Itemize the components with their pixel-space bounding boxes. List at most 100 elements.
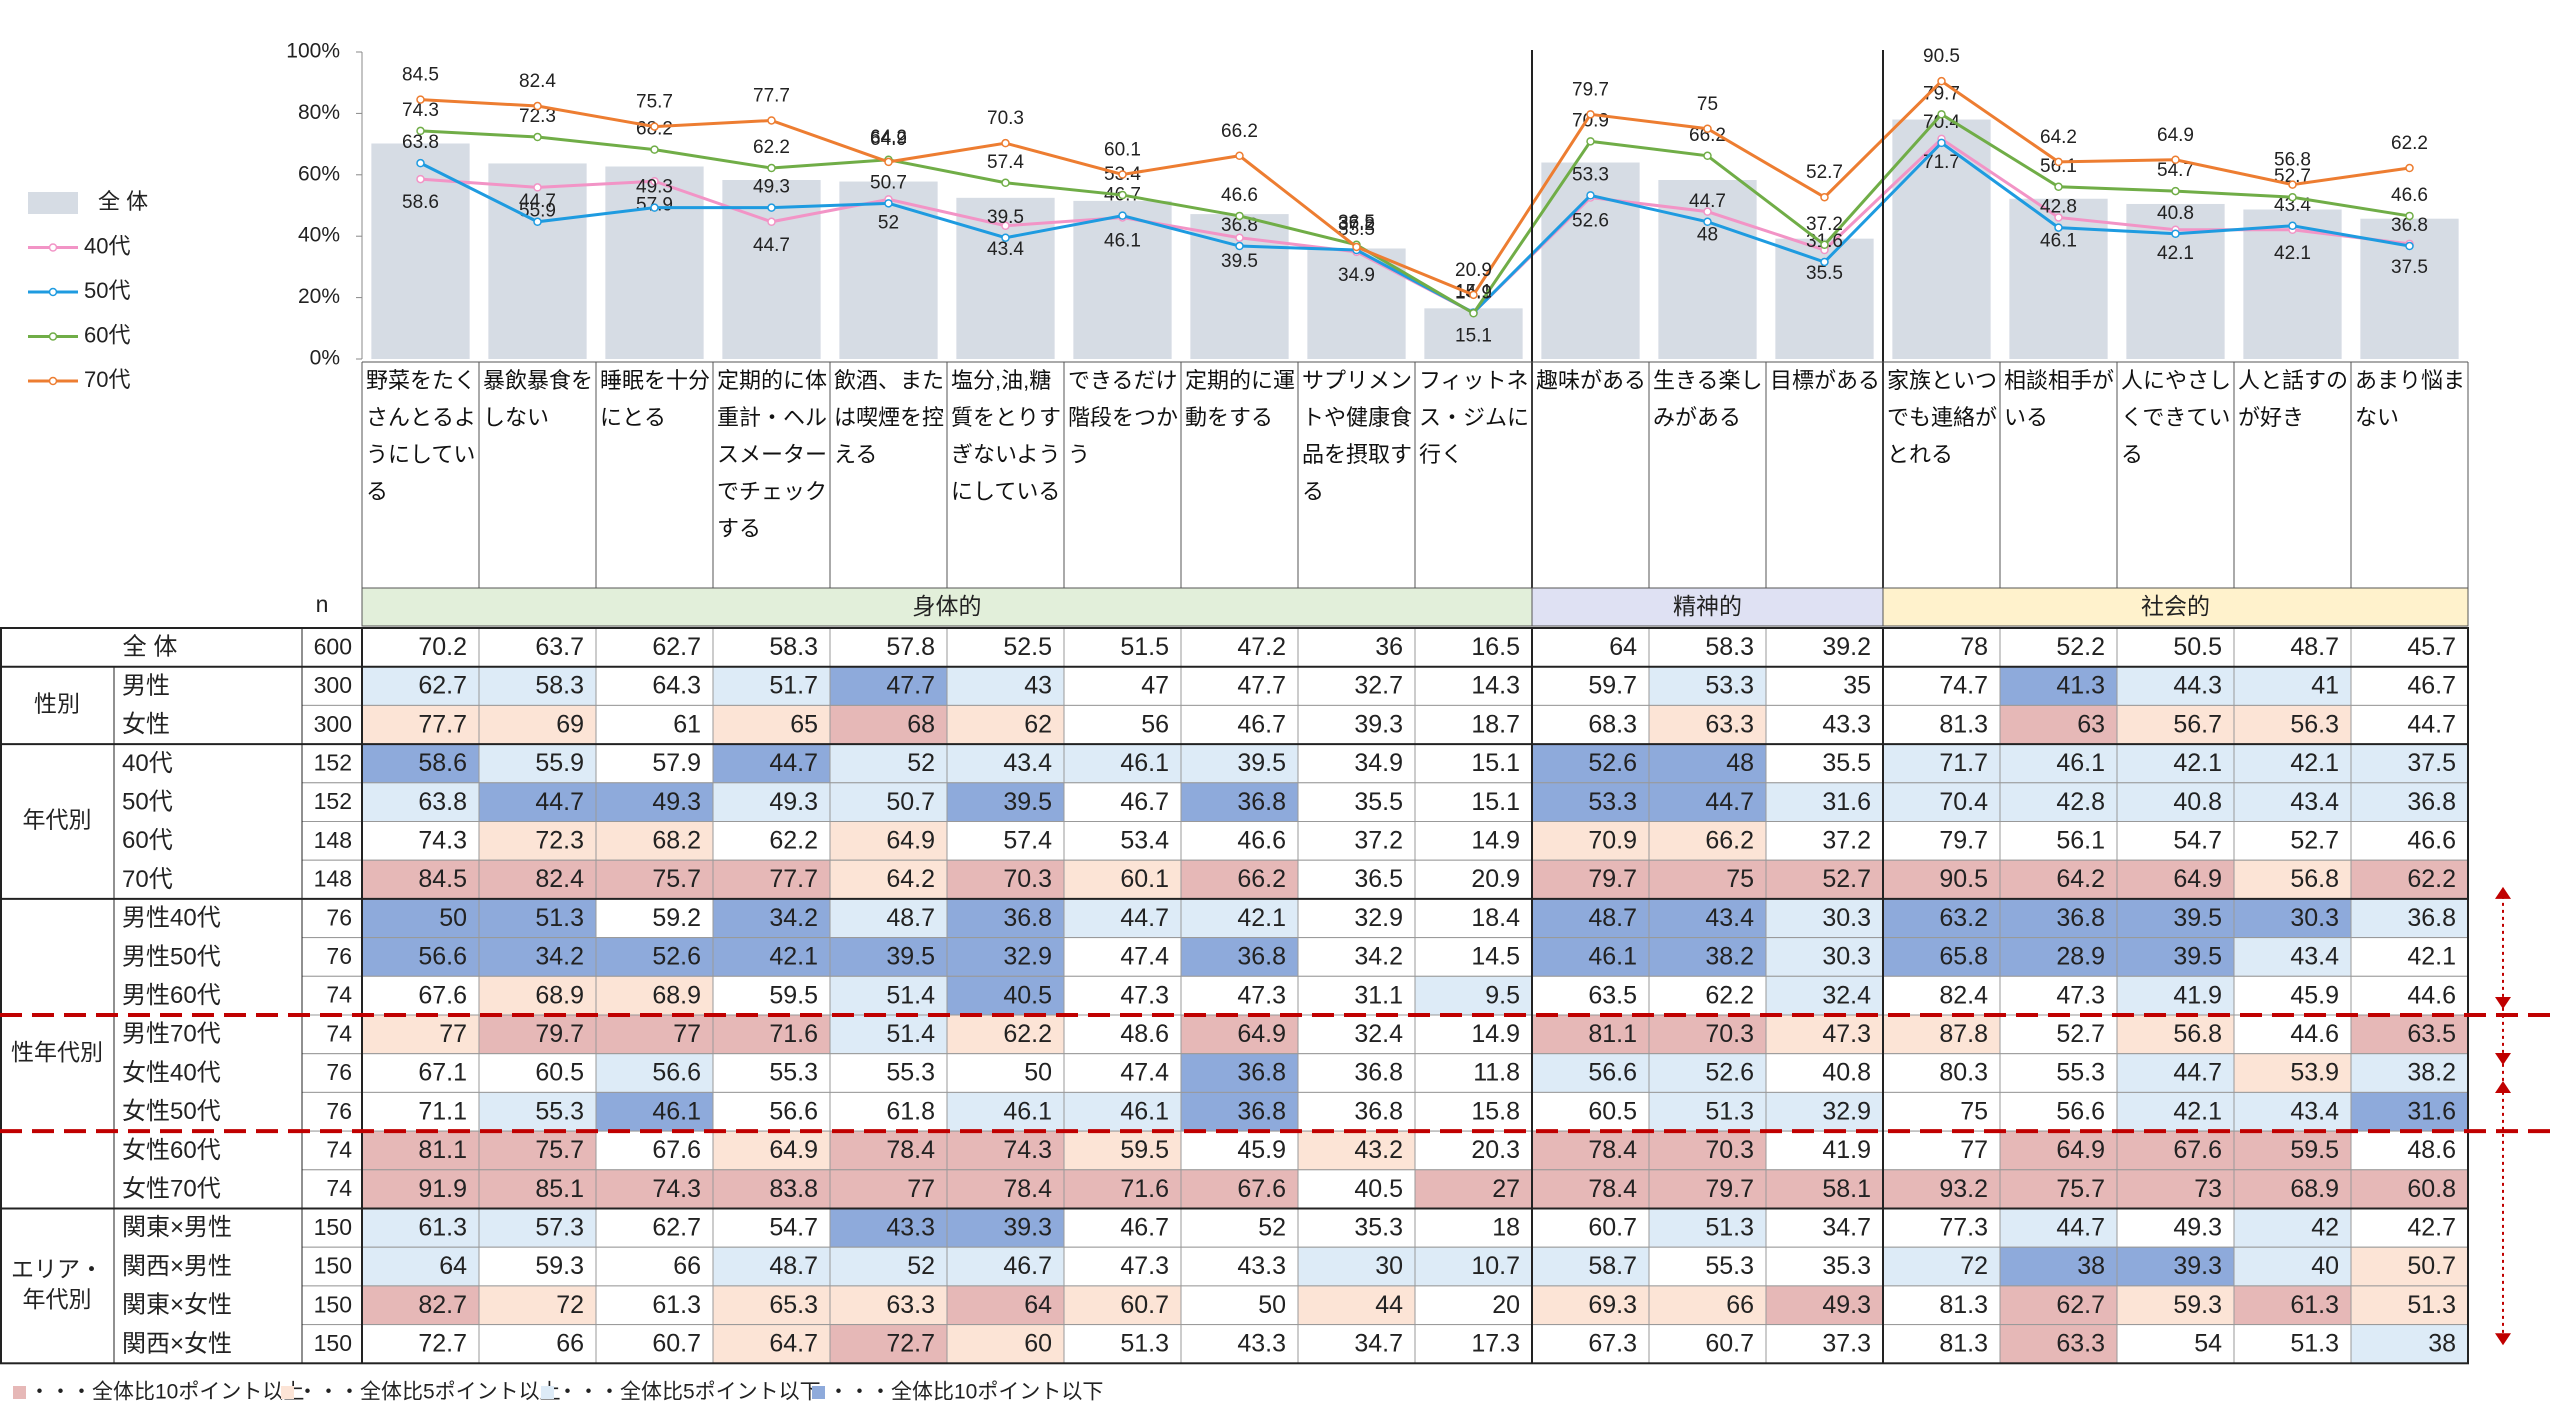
data-label: 53.3 xyxy=(1572,164,1609,185)
cell-value: 42.1 xyxy=(2173,749,2222,777)
line-marker xyxy=(2054,213,2063,222)
cell xyxy=(2233,1169,2352,1210)
row-label: 男性40代 xyxy=(122,905,221,932)
cell-value: 48.7 xyxy=(886,904,935,932)
cell-value: 36.8 xyxy=(1354,1097,1403,1125)
line-marker xyxy=(1118,170,1127,179)
line-marker xyxy=(1937,76,1946,86)
cell-value: 47.4 xyxy=(1120,1059,1169,1087)
line-marker xyxy=(1586,110,1595,119)
data-label: 49.3 xyxy=(753,177,790,198)
cell-value: 36.8 xyxy=(1237,943,1286,971)
cell-value: 67.6 xyxy=(2173,1136,2222,1164)
data-label: 37.5 xyxy=(2391,257,2428,278)
cell-value: 47.3 xyxy=(1822,1020,1871,1048)
cell xyxy=(1180,1324,1299,1364)
line-marker xyxy=(533,101,542,111)
group-header xyxy=(1882,587,2469,627)
cell-value: 64 xyxy=(439,1252,467,1280)
cell-value: 64.9 xyxy=(2056,1136,2105,1164)
cell xyxy=(1531,1014,1650,1055)
cell xyxy=(1882,1169,2001,1210)
data-label: 63.8 xyxy=(402,132,439,153)
cell xyxy=(1765,627,1884,668)
cell-value: 72.3 xyxy=(535,826,584,854)
cell-value: 57.4 xyxy=(1003,826,1052,854)
cell-value: 71.7 xyxy=(1939,749,1988,777)
line-marker xyxy=(416,158,425,168)
cell xyxy=(712,1208,831,1248)
row-label: 女性 xyxy=(122,711,170,738)
cell-value: 64.2 xyxy=(2056,865,2105,893)
x-tick-label: 飲酒、または喫煙を控える xyxy=(834,368,945,467)
cell-value: 36.5 xyxy=(1354,865,1403,893)
cell xyxy=(712,859,831,900)
cell xyxy=(1765,859,1884,900)
data-label: 44.7 xyxy=(753,235,790,256)
cell-value: 71.6 xyxy=(1120,1175,1169,1203)
cell-value: 18 xyxy=(1492,1213,1520,1241)
cell xyxy=(1882,1053,2001,1093)
cell xyxy=(1180,1130,1299,1171)
cell-value: 59.5 xyxy=(1120,1136,1169,1164)
data-label: 66.2 xyxy=(1689,125,1726,146)
line-marker xyxy=(1820,257,1829,267)
cell-value: 64 xyxy=(1024,1291,1052,1319)
legend-label: ・・・全体比5ポイント以上 xyxy=(297,1381,561,1404)
data-label: 48 xyxy=(1697,225,1718,246)
data-label: 57.4 xyxy=(987,152,1024,173)
data-label: 74.3 xyxy=(402,100,439,121)
n-value: 300 xyxy=(314,711,352,737)
cell-value: 34.2 xyxy=(535,943,584,971)
cell-value: 37.2 xyxy=(1822,826,1871,854)
cell xyxy=(2350,1130,2469,1171)
cell xyxy=(1414,898,1533,939)
cell-value: 53.3 xyxy=(1705,672,1754,700)
line-marker xyxy=(2405,163,2414,173)
legend-label: ・・・全体比5ポイント以下 xyxy=(557,1381,821,1404)
cell-value: 30.3 xyxy=(1822,904,1871,932)
cell xyxy=(1882,1091,2001,1132)
cell-value: 40.8 xyxy=(2173,788,2222,816)
cell-value: 63.2 xyxy=(1939,904,1988,932)
cell xyxy=(1648,1053,1767,1093)
cell-value: 30.3 xyxy=(1822,943,1871,971)
cell-value: 47.7 xyxy=(1237,672,1286,700)
cell-value: 42.8 xyxy=(2056,788,2105,816)
cell xyxy=(1063,1324,1182,1364)
cell-value: 68.9 xyxy=(652,981,701,1009)
cell-value: 52 xyxy=(1258,1213,1286,1241)
group-header xyxy=(1531,587,1884,627)
cell xyxy=(1531,1130,1650,1171)
line-marker xyxy=(2288,221,2297,231)
section-label: エリア・年代別 xyxy=(11,1256,103,1312)
cell-value: 68 xyxy=(907,710,935,738)
data-label: 43.4 xyxy=(987,239,1024,260)
data-label: 58.6 xyxy=(402,192,439,213)
cell-value: 58.3 xyxy=(769,633,818,661)
cell-value: 46.6 xyxy=(1237,826,1286,854)
cell xyxy=(595,704,714,745)
cell-value: 67.1 xyxy=(418,1059,467,1087)
cell-value: 41.9 xyxy=(1822,1136,1871,1164)
cell xyxy=(478,1324,597,1364)
legend-label: 40代 xyxy=(84,233,130,258)
data-label: 40.8 xyxy=(2157,203,2194,224)
cell-value: 35 xyxy=(1843,672,1871,700)
cell xyxy=(1765,1246,1884,1287)
cell xyxy=(1297,1053,1416,1093)
cell xyxy=(1999,859,2118,900)
n-value: 76 xyxy=(326,1059,352,1085)
cell xyxy=(1297,859,1416,900)
data-label: 42.1 xyxy=(2157,243,2194,264)
cell-value: 67.6 xyxy=(652,1136,701,1164)
data-label: 75.7 xyxy=(636,92,673,113)
cell-value: 62.2 xyxy=(2407,865,2456,893)
cell-value: 42.1 xyxy=(2407,943,2456,971)
cell-value: 46.1 xyxy=(1588,943,1637,971)
cell-value: 36.8 xyxy=(2056,904,2105,932)
cell-value: 50.7 xyxy=(886,788,935,816)
cell-value: 79.7 xyxy=(1705,1175,1754,1203)
cell-value: 35.3 xyxy=(1822,1252,1871,1280)
cell xyxy=(1531,1324,1650,1364)
